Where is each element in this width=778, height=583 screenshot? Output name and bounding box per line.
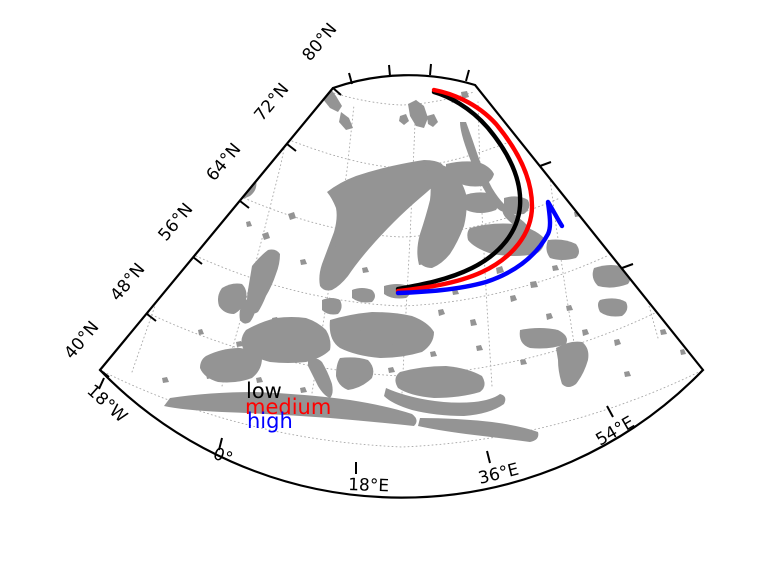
longitude-labels: 18°W 0° 18°E 36°E 54°E [83, 381, 638, 497]
lon-label: 36°E [476, 460, 520, 489]
lat-label: 72°N [251, 80, 294, 126]
map-frame [98, 74, 705, 499]
frame-ticks [98, 63, 634, 474]
lat-label: 80°N [299, 20, 342, 66]
legend: low medium high [245, 379, 331, 433]
lat-label: 48°N [107, 260, 150, 306]
track-high [395, 199, 565, 296]
lon-label: 18°W [83, 381, 131, 427]
legend-label-low: low [246, 379, 282, 403]
track-layer [395, 87, 565, 296]
landmass-layer [162, 86, 686, 442]
legend-label-medium: medium [245, 395, 331, 419]
latitude-labels: 80°N 72°N 64°N 56°N 48°N 40°N [61, 20, 342, 364]
lat-label: 56°N [155, 200, 198, 246]
lat-label: 64°N [203, 140, 246, 186]
lon-label: 18°E [348, 475, 390, 496]
track-medium [395, 87, 535, 294]
lon-label: 54°E [593, 413, 638, 451]
lon-label: 0° [210, 444, 235, 469]
lat-label: 40°N [61, 318, 104, 364]
track-low [395, 89, 523, 292]
legend-label-high: high [247, 409, 293, 433]
